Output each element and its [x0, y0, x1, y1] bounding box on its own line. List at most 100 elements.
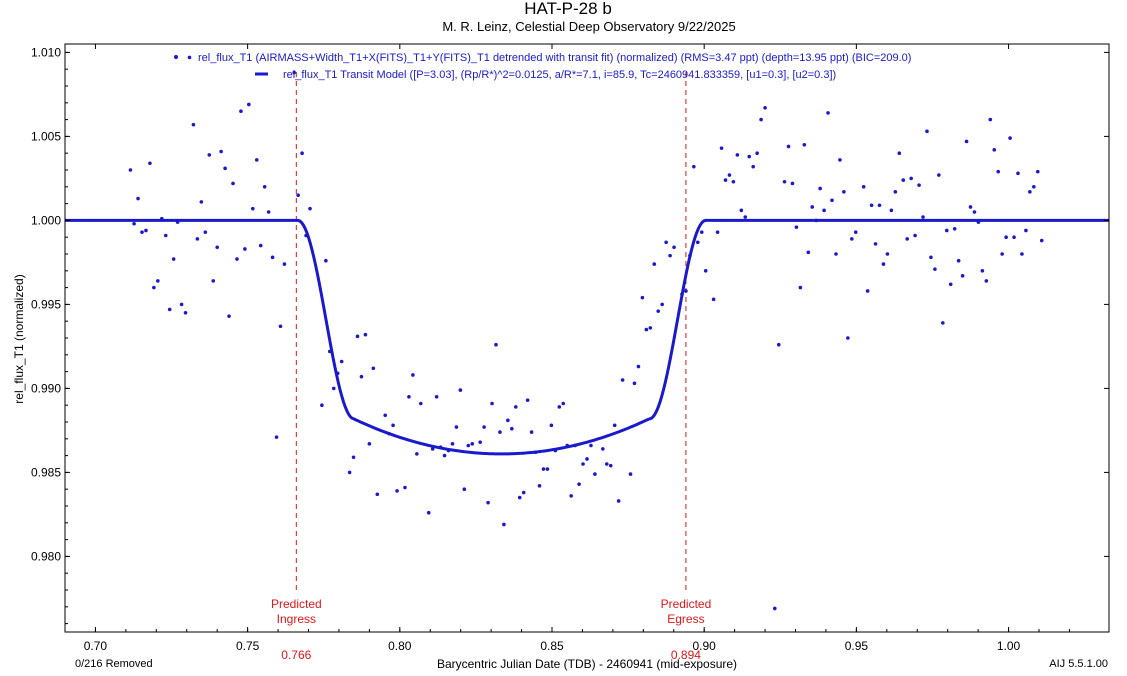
data-point	[235, 257, 239, 261]
data-point	[703, 269, 708, 273]
data-point	[446, 448, 451, 453]
data-point	[407, 395, 411, 399]
x-tick-label: 0.70	[84, 639, 108, 653]
data-point	[743, 215, 748, 219]
data-point	[834, 252, 838, 256]
data-point	[490, 401, 494, 406]
data-point	[1004, 235, 1008, 239]
data-point	[652, 262, 657, 266]
data-point	[211, 279, 216, 283]
data-point	[419, 401, 423, 406]
data-point	[806, 250, 811, 255]
data-point	[680, 292, 684, 297]
data-point	[727, 173, 732, 177]
predicted-marker-label: Predicted	[661, 597, 712, 611]
data-point	[826, 111, 830, 115]
data-point	[167, 307, 172, 312]
data-point	[628, 472, 633, 476]
data-point	[632, 381, 637, 386]
data-point	[513, 405, 518, 409]
data-point	[917, 183, 921, 187]
data-point	[782, 179, 787, 184]
data-point	[328, 349, 332, 354]
data-point	[565, 443, 570, 448]
data-point	[925, 129, 929, 134]
data-point	[790, 181, 795, 186]
data-point	[486, 500, 490, 505]
data-point	[719, 146, 724, 150]
data-point	[684, 289, 688, 293]
data-point	[1016, 171, 1020, 176]
x-axis: 0.70 0.75 0.80 0.85 0.90 0.95 1.00	[84, 44, 1070, 653]
data-point	[933, 267, 937, 271]
data-point	[371, 366, 376, 371]
data-point	[144, 228, 148, 233]
x-tick-label: 0.80	[388, 639, 412, 653]
chart-title: HAT-P-28 b	[524, 0, 612, 18]
data-point	[367, 442, 372, 446]
x-tick-label: 0.75	[236, 639, 260, 653]
data-point	[375, 492, 380, 497]
data-point	[877, 203, 882, 208]
data-point	[231, 181, 235, 186]
data-point	[136, 196, 140, 201]
data-point	[442, 453, 447, 458]
data-point	[1012, 235, 1016, 239]
data-point	[577, 482, 581, 486]
data-point	[203, 230, 208, 234]
data-point	[593, 472, 597, 476]
data-point	[810, 205, 815, 209]
data-point	[699, 230, 704, 234]
data-point	[426, 510, 431, 515]
data-point	[968, 205, 973, 209]
data-point	[320, 403, 324, 408]
x-tick-label: 0.90	[693, 639, 717, 653]
data-point	[664, 240, 668, 245]
data-point	[1039, 238, 1044, 243]
legend-data-swatch	[174, 55, 178, 59]
data-point	[148, 161, 152, 166]
data-point	[510, 426, 514, 431]
data-point	[853, 230, 858, 234]
data-point	[251, 206, 255, 211]
data-point	[132, 221, 136, 226]
data-point	[885, 252, 890, 256]
data-point	[798, 285, 803, 290]
x-tick-label: 1.00	[997, 639, 1021, 653]
legend-entry-data: rel_flux_T1 (AIRMASS+Width_T1+X(FITS)_T1…	[198, 52, 911, 64]
y-tick-label: 0.990	[31, 381, 61, 395]
data-point	[814, 218, 818, 223]
data-point	[1008, 136, 1012, 140]
data-point	[254, 158, 259, 162]
data-point	[152, 285, 156, 290]
data-point	[525, 398, 530, 402]
data-point	[561, 401, 566, 406]
data-point	[199, 200, 204, 204]
data-point	[960, 274, 965, 278]
predicted-marker-value: 0.894	[671, 648, 701, 662]
data-point	[723, 178, 728, 182]
data-point	[355, 334, 360, 339]
data-point	[331, 386, 336, 391]
y-tick-label: 0.985	[31, 465, 61, 479]
data-point	[581, 462, 585, 466]
legend: rel_flux_T1 (AIRMASS+Width_T1+X(FITS)_T1…	[174, 52, 911, 81]
data-point	[672, 245, 676, 250]
data-point	[179, 302, 184, 307]
data-point	[529, 430, 534, 434]
data-point	[573, 443, 577, 448]
data-point	[403, 485, 407, 490]
data-point	[616, 499, 621, 503]
data-point	[944, 228, 949, 233]
data-point	[794, 225, 799, 229]
data-point	[324, 258, 328, 263]
data-point	[411, 373, 415, 377]
data-point	[644, 327, 649, 332]
data-point	[498, 430, 502, 434]
y-axis-label: rel_flux_T1 (normalized)	[12, 274, 26, 403]
data-point	[585, 457, 589, 461]
plot-frame	[64, 43, 1110, 633]
data-point	[1024, 228, 1028, 233]
data-point	[300, 151, 304, 155]
